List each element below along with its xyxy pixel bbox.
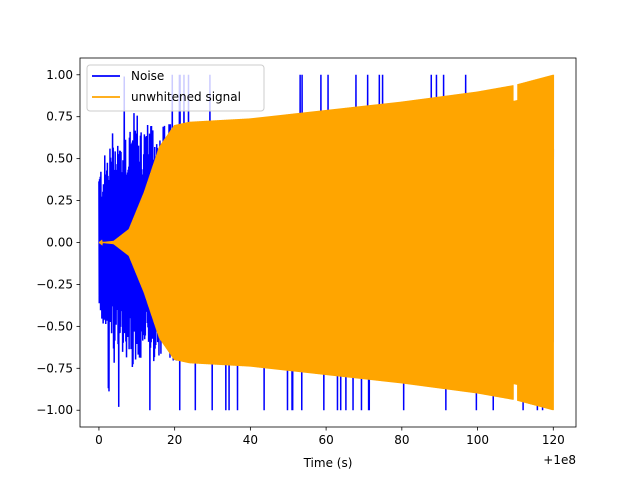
y-tick-label: 0.00: [46, 236, 73, 250]
x-axis-offset-label: +1e8: [543, 453, 576, 467]
x-tick-label: 80: [394, 433, 409, 447]
x-tick-label: 120: [542, 433, 565, 447]
axes: 0 20 40 60 80 100 120 −1.00 −0.75 −0.50 −0.25 0.00 0…: [36, 57, 577, 447]
legend-box: [86, 64, 265, 112]
y-tick-label: −0.25: [36, 277, 73, 291]
y-tick-label: 1.00: [46, 68, 73, 82]
y-tick-label: −0.75: [36, 361, 73, 375]
signal-series-line: [98, 74, 555, 411]
x-tick-label: 40: [243, 433, 258, 447]
legend-label-signal: unwhitened signal: [131, 90, 241, 104]
x-axis-label: Time (s): [303, 456, 353, 470]
x-tick-label: 20: [167, 433, 182, 447]
y-tick-label: −0.50: [36, 319, 73, 333]
legend-label-noise: Noise: [131, 69, 164, 83]
y-tick-label: 0.75: [46, 110, 73, 124]
x-tick-label: 0: [95, 433, 103, 447]
x-tick-label: 60: [318, 433, 333, 447]
legend: Noise unwhitened signal: [86, 64, 265, 112]
y-tick-label: 0.50: [46, 152, 73, 166]
y-tick-label: −1.00: [36, 403, 73, 417]
y-tick-label: 0.25: [46, 194, 73, 208]
x-tick-label: 100: [466, 433, 489, 447]
plot-area: [98, 74, 555, 411]
